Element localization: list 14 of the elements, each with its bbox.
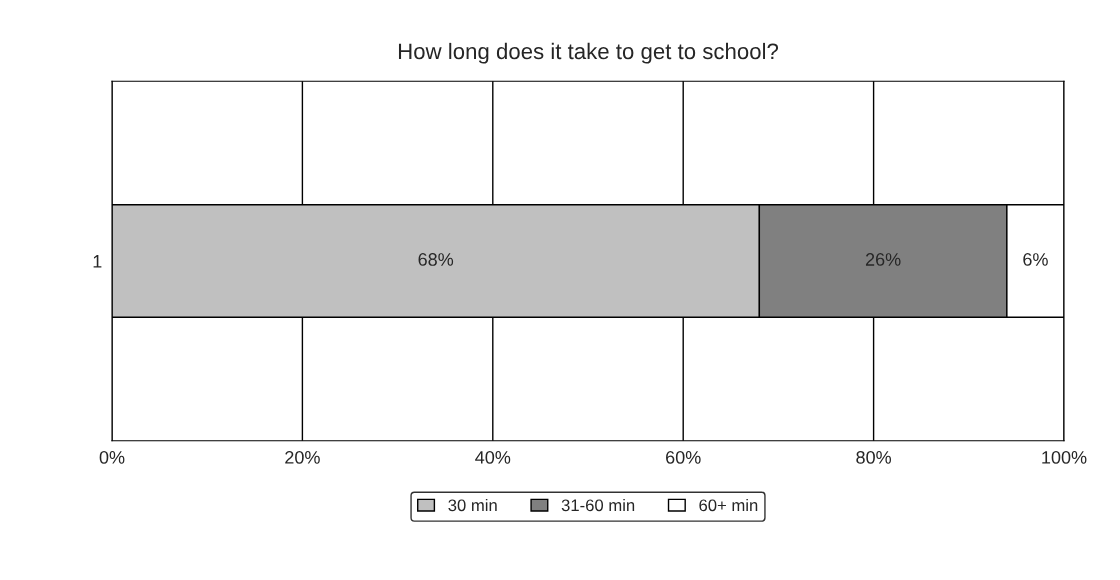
x-tick-label: 60% bbox=[666, 451, 701, 464]
x-tick-label: 0% bbox=[99, 451, 125, 464]
legend-label: 30 min bbox=[448, 498, 497, 512]
data-label: 6% bbox=[1023, 253, 1048, 266]
x-tick-label: 40% bbox=[475, 451, 511, 464]
data-label: 26% bbox=[865, 253, 901, 266]
legend-label: 60+ min bbox=[699, 498, 758, 512]
x-tick-label: 80% bbox=[856, 451, 892, 464]
y-tick-label: 1 bbox=[93, 255, 102, 268]
chart-title: How long does it take to get to school? bbox=[398, 42, 779, 64]
data-label: 68% bbox=[418, 253, 454, 266]
x-tick-label: 20% bbox=[285, 451, 320, 464]
x-tick-label: 100% bbox=[1042, 451, 1087, 464]
legend-label: 31-60 min bbox=[561, 498, 635, 512]
